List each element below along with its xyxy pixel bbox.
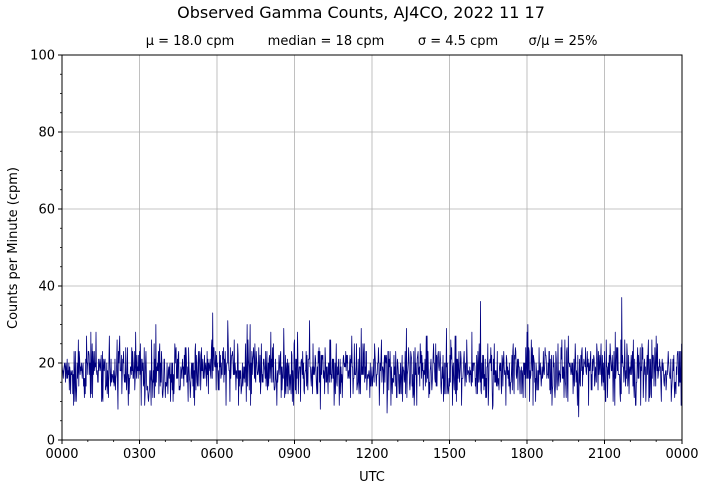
y-axis: 0 20 40 60 80 100	[30, 49, 62, 449]
grid	[62, 55, 682, 440]
stat-mean: μ = 18.0 cpm	[146, 34, 235, 49]
stat-cv: σ/μ = 25%	[529, 34, 598, 49]
y-tick-label: 0	[47, 434, 55, 449]
y-tick-label: 100	[30, 49, 55, 64]
x-axis-label: UTC	[359, 470, 385, 485]
y-tick-label: 20	[38, 357, 55, 372]
x-tick-label: 0000	[45, 447, 78, 462]
x-tick-label: 0000	[665, 447, 698, 462]
x-tick-label: 1500	[433, 447, 466, 462]
series-layer	[61, 297, 682, 418]
stat-median: median = 18 cpm	[268, 34, 385, 49]
y-tick-label: 40	[38, 280, 55, 295]
x-tick-label: 2100	[588, 447, 621, 462]
y-tick-label: 80	[38, 126, 55, 141]
x-tick-label: 1800	[510, 447, 543, 462]
series-line-gamma-counts	[61, 297, 682, 418]
y-tick-label: 60	[38, 203, 55, 218]
chart-title: Observed Gamma Counts, AJ4CO, 2022 11 17	[177, 3, 545, 22]
x-tick-label: 1200	[355, 447, 388, 462]
x-tick-label: 0600	[200, 447, 233, 462]
x-tick-label: 0300	[123, 447, 156, 462]
x-tick-label: 0900	[278, 447, 311, 462]
x-axis: 0000 0300 0600 0900 1200 1500 1800 2100 0000	[45, 440, 699, 462]
y-axis-label: Counts per Minute (cpm)	[6, 167, 21, 329]
stat-sigma: σ = 4.5 cpm	[418, 34, 498, 49]
